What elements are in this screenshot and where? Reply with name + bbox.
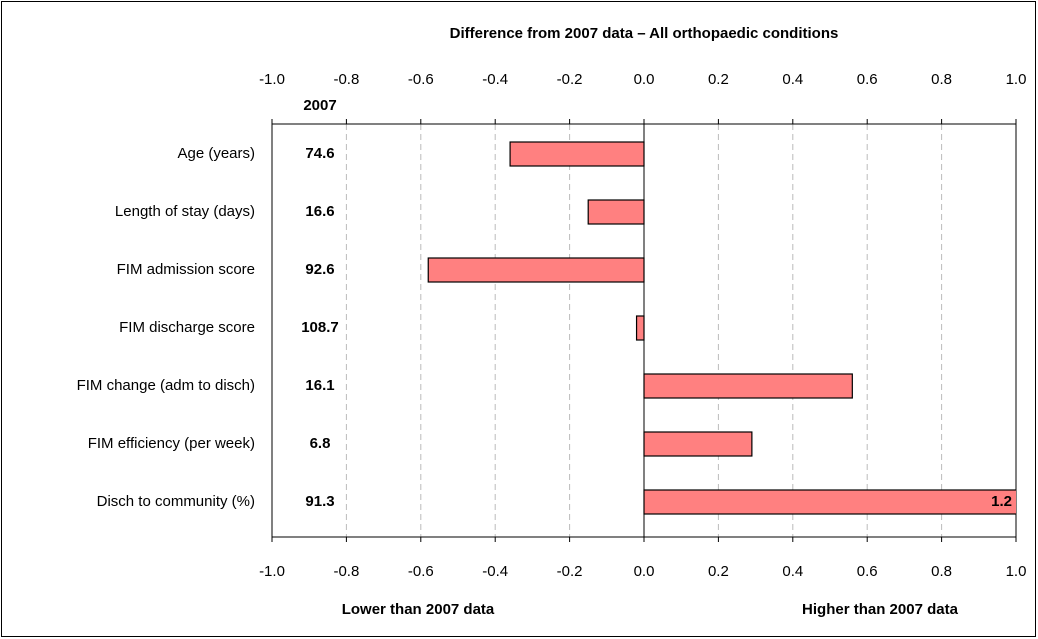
x-tick-label-top: 0.2 bbox=[708, 71, 729, 88]
x-tick-label-bottom: 0.0 bbox=[634, 563, 655, 580]
bar bbox=[587, 199, 645, 225]
chart-title: Difference from 2007 data – All orthopae… bbox=[450, 25, 839, 42]
x-tick-label-top: 0.4 bbox=[782, 71, 803, 88]
bar bbox=[643, 373, 853, 399]
baseline-value: 91.3 bbox=[305, 493, 334, 510]
higher-label: Higher than 2007 data bbox=[802, 601, 959, 618]
x-tick-label-top: -0.6 bbox=[408, 71, 434, 88]
x-tick-label-top: -0.2 bbox=[557, 71, 583, 88]
bar bbox=[427, 257, 645, 283]
x-tick-label-bottom: 1.0 bbox=[1006, 563, 1027, 580]
value-label: 1.2 bbox=[991, 493, 1012, 510]
x-tick-label-bottom: 0.2 bbox=[708, 563, 729, 580]
x-tick-label-bottom: -0.2 bbox=[557, 563, 583, 580]
x-tick-label-top: 0.6 bbox=[857, 71, 878, 88]
bar bbox=[643, 431, 753, 457]
x-tick-label-top: 1.0 bbox=[1006, 71, 1027, 88]
baseline-value: 74.6 bbox=[305, 145, 334, 162]
baseline-value: 16.6 bbox=[305, 203, 334, 220]
category-label: Disch to community (%) bbox=[97, 493, 255, 510]
bar bbox=[635, 315, 645, 341]
x-tick-label-top: -1.0 bbox=[259, 71, 285, 88]
x-tick-label-top: -0.8 bbox=[333, 71, 359, 88]
x-tick-label-top: 0.0 bbox=[634, 71, 655, 88]
category-label: FIM change (adm to disch) bbox=[77, 377, 255, 394]
category-label: Length of stay (days) bbox=[115, 203, 255, 220]
baseline-value: 16.1 bbox=[305, 377, 334, 394]
x-tick-label-bottom: 0.6 bbox=[857, 563, 878, 580]
x-tick-label-bottom: 0.4 bbox=[782, 563, 803, 580]
baseline-value: 6.8 bbox=[310, 435, 331, 452]
category-label: FIM discharge score bbox=[119, 319, 255, 336]
x-tick-label-bottom: -1.0 bbox=[259, 563, 285, 580]
lower-label: Lower than 2007 data bbox=[342, 601, 495, 618]
x-tick-label-bottom: -0.4 bbox=[482, 563, 508, 580]
bar bbox=[509, 141, 645, 167]
x-tick-label-bottom: -0.6 bbox=[408, 563, 434, 580]
baseline-value: 92.6 bbox=[305, 261, 334, 278]
category-label: FIM efficiency (per week) bbox=[88, 435, 255, 452]
x-tick-label-bottom: -0.8 bbox=[333, 563, 359, 580]
baseline-value: 108.7 bbox=[301, 319, 339, 336]
category-label: FIM admission score bbox=[117, 261, 255, 278]
baseline-header: 2007 bbox=[303, 97, 336, 114]
x-tick-label-bottom: 0.8 bbox=[931, 563, 952, 580]
plot-area bbox=[427, 141, 1016, 515]
category-label: Age (years) bbox=[177, 145, 255, 162]
x-tick-label-top: -0.4 bbox=[482, 71, 508, 88]
bar bbox=[643, 489, 1016, 515]
x-tick-label-top: 0.8 bbox=[931, 71, 952, 88]
